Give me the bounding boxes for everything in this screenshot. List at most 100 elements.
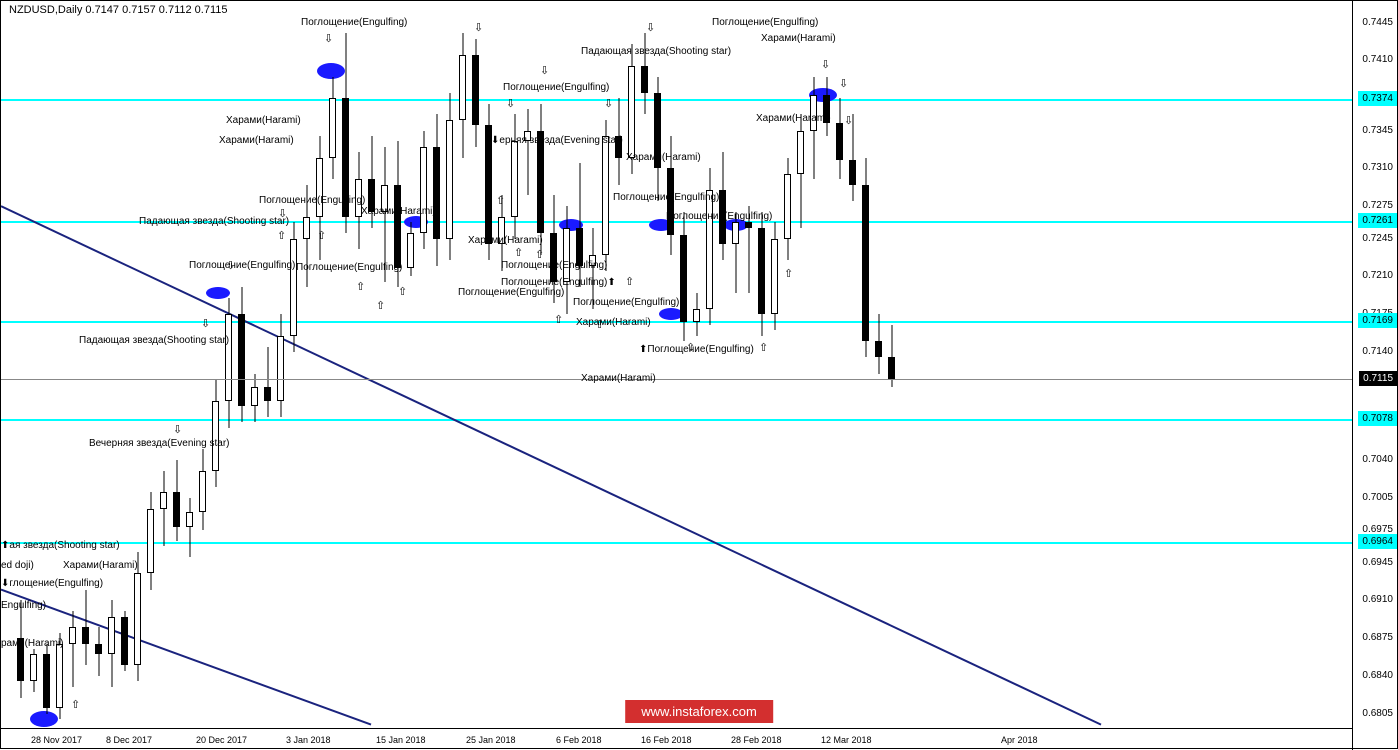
pattern-annotation: рами(Harami) xyxy=(1,638,63,649)
y-tick: 0.6910 xyxy=(1362,594,1393,605)
arrow-up-icon: ⇧ xyxy=(514,246,523,259)
pattern-annotation: Поглощение(Engulfing)⬆ xyxy=(501,277,616,288)
candle-body xyxy=(758,228,765,314)
fib-price-badge: 0.7078 xyxy=(1358,411,1397,426)
pattern-annotation: Харами(Harami) xyxy=(581,373,656,384)
pattern-annotation: Харами(Harami) xyxy=(226,115,301,126)
candle-body xyxy=(69,627,76,643)
candle-body xyxy=(264,387,271,401)
candle xyxy=(770,222,779,330)
candle xyxy=(445,93,454,260)
x-tick: 3 Jan 2018 xyxy=(286,735,331,745)
pattern-annotation: Харами(Harami) xyxy=(63,560,138,571)
pattern-annotation: ⬇глощение(Engulfing) xyxy=(1,578,103,589)
candle xyxy=(120,611,129,670)
pattern-annotation: Харами(Harami) xyxy=(219,135,294,146)
candle-body xyxy=(888,357,895,379)
candle-body xyxy=(277,336,284,401)
candle-body xyxy=(290,239,297,336)
candle-body xyxy=(784,174,791,239)
candle xyxy=(81,590,90,666)
arrow-up-icon: ⇧ xyxy=(71,698,80,711)
candle xyxy=(133,552,142,682)
pattern-annotation: Вечерняя звезда(Evening star) xyxy=(89,438,230,449)
candle-body xyxy=(303,217,310,239)
pattern-annotation: Падающая звезда(Shooting star) xyxy=(79,335,229,346)
candle-wick xyxy=(189,498,190,557)
pattern-annotation: Падающая звезда(Shooting star) xyxy=(139,216,289,227)
candle-body xyxy=(745,222,752,227)
candle xyxy=(68,611,77,687)
candle-wick xyxy=(72,611,73,687)
candle-body xyxy=(732,222,739,244)
candle-body xyxy=(446,120,453,239)
pattern-annotation: Харами(Harami) xyxy=(756,113,831,124)
candle-wick xyxy=(163,471,164,547)
watermark: www.instaforex.com xyxy=(625,700,773,723)
x-tick: 28 Nov 2017 xyxy=(31,735,82,745)
pattern-annotation: Харами(Harami) xyxy=(361,206,436,217)
candle xyxy=(237,287,246,422)
y-tick: 0.7345 xyxy=(1362,125,1393,136)
candle-body xyxy=(511,141,518,217)
candle-body xyxy=(602,136,609,255)
arrow-down-icon: ⇩ xyxy=(540,64,549,77)
candle-body xyxy=(199,471,206,512)
candle xyxy=(471,39,480,147)
candle-body xyxy=(121,617,128,666)
candle-wick xyxy=(852,114,853,200)
candle xyxy=(146,492,155,589)
candle-body xyxy=(680,235,687,321)
arrow-down-icon: ⇩ xyxy=(844,114,853,127)
candle xyxy=(809,77,818,180)
arrow-down-icon: ⇩ xyxy=(173,423,182,436)
candle-body xyxy=(43,654,50,708)
candle xyxy=(536,104,545,255)
candle xyxy=(432,114,441,265)
candle-body xyxy=(797,131,804,174)
candle-body xyxy=(628,66,635,158)
candle xyxy=(653,77,662,201)
candle xyxy=(94,627,103,676)
fib-price-badge: 0.7261 xyxy=(1358,213,1397,228)
candle xyxy=(874,314,883,373)
y-tick: 0.7410 xyxy=(1362,54,1393,65)
arrow-down-icon: ⇩ xyxy=(324,32,333,45)
chart-area[interactable]: 76.461.850.038.223.6⇧⇩⇩⇩⇩⇩⇧⇧⇧⇧⇧⇩⇧⇩⇧⇧⇩⇧⇧⇩… xyxy=(1,1,1352,728)
candle-body xyxy=(550,233,557,282)
candle-body xyxy=(862,185,869,342)
pattern-annotation: Поглощение(Engulfing) xyxy=(301,17,407,28)
x-tick: 15 Jan 2018 xyxy=(376,735,426,745)
candle-body xyxy=(563,228,570,282)
y-tick: 0.7245 xyxy=(1362,233,1393,244)
pattern-annotation: Харами(Harami) xyxy=(468,235,543,246)
chart-svg xyxy=(1,1,1352,728)
y-tick: 0.7140 xyxy=(1362,346,1393,357)
candle xyxy=(835,98,844,179)
pattern-annotation: ed doji) xyxy=(1,560,34,571)
chart-container: NZDUSD,Daily 0.7147 0.7157 0.7112 0.7115… xyxy=(0,0,1398,749)
candle xyxy=(510,114,519,238)
candle xyxy=(328,77,337,180)
pattern-annotation: Поглощение(Engulfing) xyxy=(189,260,295,271)
candle-wick xyxy=(267,347,268,417)
candle-body xyxy=(160,492,167,508)
candle-body xyxy=(875,341,882,357)
candle xyxy=(250,374,259,423)
candle xyxy=(887,325,896,387)
candle-body xyxy=(771,239,778,315)
arrow-down-icon: ⇩ xyxy=(839,77,848,90)
candle-body xyxy=(238,314,245,406)
current-price-line xyxy=(1,379,1352,380)
candle-body xyxy=(30,654,37,681)
candle xyxy=(263,347,272,417)
candle xyxy=(419,131,428,250)
candle xyxy=(757,212,766,336)
y-tick: 0.7310 xyxy=(1362,162,1393,173)
candle xyxy=(185,498,194,557)
candle xyxy=(224,298,233,428)
candle-body xyxy=(225,314,232,400)
pattern-annotation: ⬆Поглощение(Engulfing) xyxy=(639,344,754,355)
pattern-annotation: Падающая звезда(Shooting star) xyxy=(581,46,731,57)
candle-body xyxy=(212,401,219,471)
